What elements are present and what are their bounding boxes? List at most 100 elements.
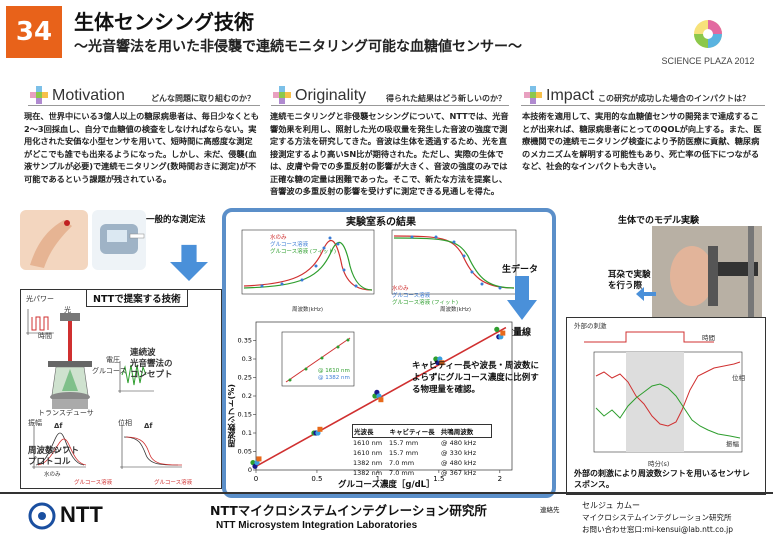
delta-f-left: Δf <box>54 422 63 430</box>
contact: お問い合わせ窓口:mi-kensui@lab.ntt.co.jp <box>582 525 733 534</box>
poster-title: 生体センシング技術 <box>74 10 254 34</box>
table-cell: 1382 nm <box>353 459 383 467</box>
poster-number: 34 <box>6 6 62 58</box>
ntt-logo-icon <box>28 502 56 534</box>
inset2-legend-1: グルコース溶液 <box>392 293 431 299</box>
presenter-org: マイクロシステムインテグレーション研究所 <box>582 513 732 522</box>
y-tick-label: 0.15 <box>238 411 252 419</box>
table-header-row: 光波長 キャビティー長 共鳴周波数 <box>352 424 492 438</box>
y-tick-label: 0.25 <box>238 374 252 382</box>
main-y-label: 周波数シフト(%) <box>227 384 236 448</box>
x-tick-label: 1 <box>376 475 380 483</box>
impact-body: 本技術を適用して、実用的な血糖値センサの開発まで達成することが出来れば、糖尿病患… <box>522 111 762 171</box>
transducer-label: トランスデューサ <box>38 409 94 417</box>
inset1-legend-1: グルコース溶液 <box>270 242 309 248</box>
finger-prick-image <box>20 210 88 270</box>
motivation-icon <box>30 86 48 108</box>
amplitude-label-right: 振幅 <box>726 440 739 448</box>
left-arrow-right-panel <box>636 286 656 305</box>
table-row: 1382 nm 7.0 mm @ 367 kHz <box>352 468 492 478</box>
phase-label-left: 位相 <box>118 419 132 427</box>
inset1-legend-0: 水のみ <box>270 235 287 241</box>
y-tick-label: 0.2 <box>242 392 252 400</box>
motivation-body: 現在、世界中にいる3億人以上の糖尿病患者は、毎日少なくとも2〜3回採血し、自分で… <box>24 111 259 184</box>
main-x-label: グルコース濃度［g/dL］ <box>338 480 435 490</box>
x-tick-label: 0 <box>254 475 258 483</box>
ntt-concept-diagram <box>26 309 183 469</box>
general-method-label: 一般的な測定法 <box>146 215 206 225</box>
inset1-legend-2: グルコース溶液 (フィット) <box>270 249 337 255</box>
table-header: 光波長 <box>354 428 374 436</box>
y-tick-label: 0 <box>248 466 252 474</box>
calibration-line-label: 検量線 <box>504 328 532 338</box>
raw-data-label: 生データ <box>502 265 539 275</box>
lab-name-jp: NTTマイクロシステムインテグレーション研究所 <box>210 503 487 518</box>
data-point <box>317 426 323 432</box>
originality-icon <box>273 86 291 108</box>
table-cell: 15.7 mm <box>389 449 419 457</box>
right-caption: 外部の刺激により周波数シフトを用いるセンサレスポンス。 <box>574 469 750 489</box>
table-cell: 15.7 mm <box>389 439 419 447</box>
glucose-solution-label-2: グルコース溶液 <box>154 480 193 486</box>
ntt-logo-text: NTT <box>60 502 103 527</box>
amplitude-label: 振幅 <box>28 419 42 427</box>
table-header: キャビティー長 <box>389 428 435 436</box>
table-cell: 7.0 mm <box>389 459 415 467</box>
table-row: 1382 nm 7.0 mm @ 480 kHz <box>352 458 492 468</box>
table-cell: 1610 nm <box>353 439 383 447</box>
glucose-label: グルコース <box>92 367 127 375</box>
freq-shift-protocol: 周波数シフト プロトコル <box>28 446 80 467</box>
table-cell: 1382 nm <box>353 469 383 477</box>
table-cell: 7.0 mm <box>389 469 415 477</box>
table-cell: 1610 nm <box>353 449 383 457</box>
small-inset-plot <box>281 331 355 387</box>
amplitude-inset-plot <box>241 229 375 295</box>
originality-question: 得られた結果はどう新しいのか？ <box>386 94 506 103</box>
delta-f-right: Δf <box>144 422 153 430</box>
model-exp-title: 生体でのモデル実験 <box>618 216 700 226</box>
light-label: 光 <box>64 306 71 314</box>
small-inset-legend-0: @ 1610 nm <box>318 368 350 374</box>
inset2-legend-0: 水のみ <box>392 286 409 292</box>
phase-inset-plot <box>391 229 517 295</box>
ntt-tech-label: NTTで提案する技術 <box>86 289 188 307</box>
voltage-label: 電圧 <box>106 356 120 364</box>
inset2-legend-2: グルコース溶液 (フィット) <box>392 300 459 306</box>
stimulus-label: 外部の刺激 <box>574 322 607 330</box>
down-arrow-left <box>168 243 214 289</box>
impact-question: この研究が成功した場合のインパクトは？ <box>598 94 750 103</box>
right-x-label: 時分(s) <box>648 460 670 468</box>
x-tick-label: 2 <box>498 475 502 483</box>
data-point <box>378 397 384 403</box>
presenter-label: 連絡先 <box>540 506 560 514</box>
science-plaza-logo: SCIENCE PLAZA 2012 <box>658 12 758 70</box>
concept-label: 連続波 光音響法の コンセプト <box>130 348 173 380</box>
originality-title: Originality <box>295 87 367 104</box>
delta-v-label: ΔV↑ <box>52 446 68 454</box>
impact-icon <box>524 86 542 108</box>
table-row: 1610 nm 15.7 mm @ 480 kHz <box>352 438 492 448</box>
water-label: 水のみ <box>44 472 61 478</box>
table-cell: @ 480 kHz <box>441 439 477 447</box>
glucose-meter-image <box>92 210 146 270</box>
motivation-rule <box>28 105 260 106</box>
lab-results-title: 実験室系の結果 <box>346 217 416 228</box>
science-plaza-text: SCIENCE PLAZA 2012 <box>661 56 755 66</box>
data-point <box>439 360 445 366</box>
motivation-title: Motivation <box>52 87 125 104</box>
table-cell: @ 330 kHz <box>441 449 477 457</box>
presenter-name: セルジュ カムー <box>582 501 640 510</box>
motivation-question: どんな問題に取り組むのか？ <box>151 94 255 103</box>
poster-subtitle: 〜光音響法を用いた非侵襲で連続モニタリング可能な血糖値センサー〜 <box>74 39 522 55</box>
y-tick-label: 0.3 <box>242 355 252 363</box>
impact-rule <box>521 105 765 106</box>
data-point <box>500 330 506 336</box>
y-tick-label: 0.1 <box>242 429 252 437</box>
ear-experiment-photo <box>652 226 762 318</box>
glucose-solution-label: グルコース溶液 <box>74 480 113 486</box>
conditions-table: 光波長 キャビティー長 共鳴周波数 1610 nm 15.7 mm @ 480 … <box>352 424 492 478</box>
originality-rule <box>271 105 509 106</box>
inset1-xlabel: 周波数(kHz) <box>292 307 323 313</box>
light-power-label: 光パワー <box>26 295 54 303</box>
time-label-right: 時間 <box>702 334 715 342</box>
